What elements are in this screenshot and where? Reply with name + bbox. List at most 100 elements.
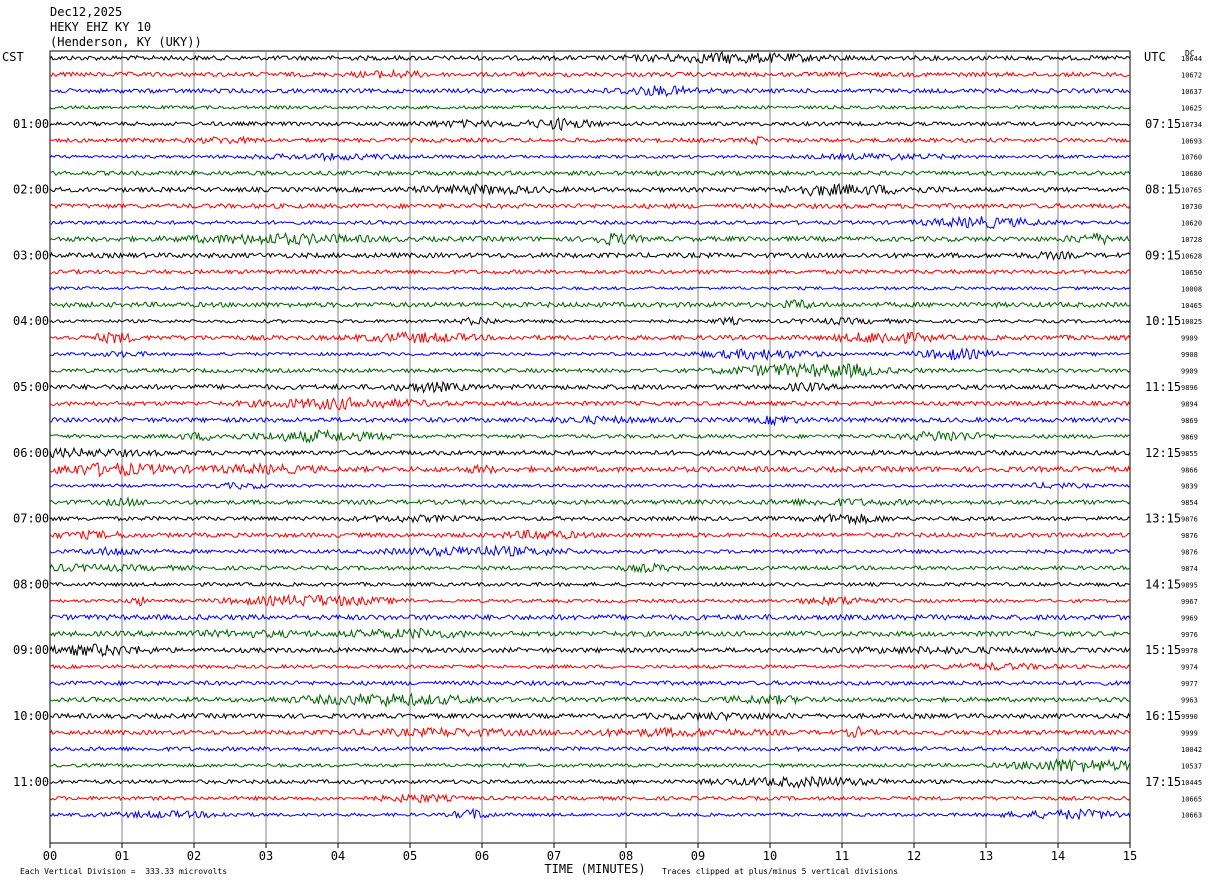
dc-value: 10663 — [1181, 812, 1202, 820]
trace-line — [49, 182, 1131, 197]
trace-line — [49, 84, 1131, 98]
dc-value: 10665 — [1181, 795, 1202, 803]
dc-value: 9977 — [1181, 680, 1198, 688]
trace-line — [49, 250, 1131, 261]
trace-line — [49, 285, 1131, 291]
trace-line — [49, 231, 1131, 247]
dc-value: 9896 — [1181, 384, 1198, 392]
dc-value: 10644 — [1181, 55, 1202, 63]
trace-line — [49, 692, 1131, 709]
trace-line — [49, 725, 1131, 739]
trace-line — [49, 480, 1131, 490]
dc-value: 10008 — [1181, 285, 1202, 293]
dc-value: 10734 — [1181, 121, 1202, 129]
cst-hour-label: 09:00 — [13, 643, 49, 657]
x-tick-label: 02 — [187, 849, 201, 863]
dc-value: 9999 — [1181, 729, 1198, 737]
x-tick-label: 03 — [259, 849, 273, 863]
dc-value: 9869 — [1181, 417, 1198, 425]
utc-hour-label: 13:15 — [1145, 512, 1181, 526]
x-tick-label: 04 — [331, 849, 345, 863]
trace-line — [49, 215, 1131, 230]
dc-value: 10650 — [1181, 269, 1202, 277]
dc-value: 9976 — [1181, 631, 1198, 639]
dc-value: 9866 — [1181, 466, 1198, 474]
trace-line — [49, 513, 1131, 526]
dc-value: 10625 — [1181, 104, 1202, 112]
trace-line — [49, 446, 1131, 459]
dc-value: 9978 — [1181, 647, 1198, 655]
cst-hour-label: 04:00 — [13, 314, 49, 328]
trace-line — [49, 643, 1131, 658]
trace-line — [49, 347, 1131, 362]
dc-value: 9839 — [1181, 483, 1198, 491]
dc-value: 9967 — [1181, 598, 1198, 606]
x-tick-label: 07 — [547, 849, 561, 863]
dc-value: 9874 — [1181, 565, 1198, 573]
dc-value: 9974 — [1181, 664, 1198, 672]
trace-line — [49, 627, 1131, 640]
trace-line — [49, 152, 1131, 162]
dc-value: 9855 — [1181, 450, 1198, 458]
header-date: Dec12,2025 — [50, 5, 123, 19]
trace-line — [49, 202, 1131, 210]
dc-value: 9908 — [1181, 351, 1198, 359]
trace-line — [49, 679, 1131, 687]
trace-line — [49, 710, 1131, 722]
dc-value: 10537 — [1181, 762, 1202, 770]
dc-value: 9876 — [1181, 532, 1198, 540]
dc-value: 9894 — [1181, 400, 1198, 408]
trace-line — [49, 362, 1131, 380]
left-zone-label: CST — [2, 50, 24, 64]
x-tick-label: 08 — [619, 849, 633, 863]
x-tick-label: 12 — [907, 849, 921, 863]
utc-hour-label: 07:15 — [1145, 117, 1181, 131]
trace-line — [49, 169, 1131, 177]
utc-hour-label: 16:15 — [1145, 709, 1181, 723]
trace-line — [49, 315, 1131, 327]
dc-value: 10445 — [1181, 779, 1202, 787]
trace-line — [49, 135, 1131, 146]
trace-line — [49, 461, 1131, 478]
dc-value: 10637 — [1181, 88, 1202, 96]
cst-hour-label: 06:00 — [13, 446, 49, 460]
dc-value: 10620 — [1181, 220, 1202, 228]
trace-line — [49, 613, 1131, 622]
dc-value: 9869 — [1181, 433, 1198, 441]
dc-value: 10025 — [1181, 318, 1202, 326]
cst-hour-label: 11:00 — [13, 775, 49, 789]
cst-hour-label: 10:00 — [13, 709, 49, 723]
dc-value: 10765 — [1181, 187, 1202, 195]
trace-line — [49, 544, 1131, 558]
dc-value: 10672 — [1181, 71, 1202, 79]
x-axis-label: TIME (MINUTES) — [544, 862, 645, 876]
cst-hour-label: 02:00 — [13, 183, 49, 197]
trace-line — [49, 428, 1131, 444]
trace-line — [49, 396, 1131, 411]
trace-line — [49, 758, 1131, 773]
trace-line — [49, 299, 1131, 310]
trace-line — [49, 117, 1131, 132]
cst-hour-label: 07:00 — [13, 512, 49, 526]
x-tick-label: 10 — [763, 849, 777, 863]
trace-line — [49, 561, 1131, 574]
x-tick-label: 00 — [43, 849, 57, 863]
cst-hour-label: 03:00 — [13, 248, 49, 262]
dc-value: 9876 — [1181, 549, 1198, 557]
utc-hour-label: 09:15 — [1145, 248, 1181, 262]
dc-value: 10730 — [1181, 203, 1202, 211]
utc-hour-label: 12:15 — [1145, 446, 1181, 460]
x-tick-label: 06 — [475, 849, 489, 863]
trace-line — [49, 661, 1131, 672]
plot-frame — [49, 50, 1131, 844]
cst-hour-label: 05:00 — [13, 380, 49, 394]
x-tick-label: 09 — [691, 849, 705, 863]
trace-line — [49, 593, 1131, 607]
header-location: (Henderson, KY (UKY)) — [50, 35, 202, 49]
trace-line — [49, 745, 1131, 753]
x-tick-label: 05 — [403, 849, 417, 863]
utc-hour-label: 14:15 — [1145, 577, 1181, 591]
utc-hour-label: 11:15 — [1145, 380, 1181, 394]
vertical-division-note: Each Vertical Division = 333.33 microvol… — [20, 867, 228, 876]
